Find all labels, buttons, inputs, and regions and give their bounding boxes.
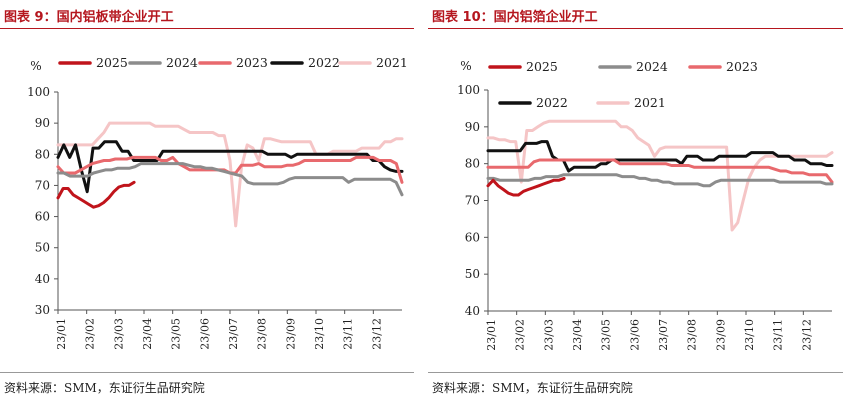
series-line-2021	[56, 121, 404, 228]
x-tick-label: 23/05	[600, 319, 613, 351]
y-tick-label: 100	[27, 85, 50, 99]
plate-strip-line-chart: % 30 40 50 60 70 80 90 100 23/01 23/02 23/03 23/04 23…	[27, 55, 408, 350]
x-tick-label: 23/09	[714, 319, 727, 351]
legend-label-2025: 2025	[526, 59, 558, 74]
foil-line-chart: % 40 50 60 70 80 90 100 23/01 23/02 23/03 23/04 23/0…	[457, 59, 834, 351]
chart-title: 图表 10：国内铝箔企业开工	[432, 10, 598, 25]
x-tick-label: 23/10	[313, 318, 326, 350]
x-tick-label: 23/11	[342, 318, 355, 350]
source-divider	[0, 372, 414, 373]
x-tick-label: 23/04	[141, 318, 154, 350]
x-tick-label: 23/10	[743, 319, 756, 351]
y-tick-label: 50	[35, 241, 50, 255]
x-tick-label: 23/07	[227, 318, 240, 350]
y-tick-label: 70	[465, 194, 480, 208]
x-tick-label: 23/03	[542, 319, 555, 351]
y-tick-label: 100	[457, 83, 480, 97]
series-line-2025	[56, 180, 136, 209]
y-tick-label: 80	[35, 147, 50, 161]
y-axis-unit-label: %	[30, 59, 41, 73]
x-tick-label: 23/06	[198, 318, 211, 350]
x-tick-label: 23/06	[628, 319, 641, 351]
legend-label-2023: 2023	[236, 55, 268, 70]
series-line-2024	[56, 162, 404, 197]
x-tick-label: 23/12	[370, 318, 383, 350]
chart-panel-plate-strip: 图表 9：国内铝板带企业开工 % 30 40 50 60 70 80 90 100 23/01 23…	[0, 0, 420, 403]
source-note: 资料来源：SMM，东证衍生品研究院	[432, 381, 633, 395]
series-line-2022	[486, 140, 834, 173]
legend-label-2022: 2022	[536, 95, 568, 110]
y-tick-label: 50	[465, 267, 480, 281]
legend-label-2024: 2024	[166, 55, 198, 70]
x-tick-label: 23/09	[284, 318, 297, 350]
source-divider	[428, 372, 843, 373]
legend-label-2022: 2022	[308, 55, 340, 70]
legend-label-2021: 2021	[376, 55, 408, 70]
x-tick-label: 23/08	[686, 319, 699, 351]
x-tick-label: 23/11	[772, 319, 785, 351]
source-note: 资料来源：SMM，东证衍生品研究院	[4, 381, 205, 395]
y-tick-label: 80	[465, 157, 480, 171]
legend-label-2025: 2025	[96, 55, 128, 70]
x-tick-label: 23/08	[256, 318, 269, 350]
x-tick-label: 23/05	[170, 318, 183, 350]
series-line-2022	[56, 140, 404, 194]
y-tick-label: 90	[35, 116, 50, 130]
x-tick-label: 23/01	[55, 318, 68, 350]
x-tick-label: 23/07	[657, 319, 670, 351]
series-line-2025	[486, 176, 566, 197]
series-line-2021	[486, 119, 834, 232]
y-tick-label: 60	[465, 230, 480, 244]
chart-title: 图表 9：国内铝板带企业开工	[4, 10, 174, 25]
y-tick-label: 70	[35, 178, 50, 192]
legend-label-2021: 2021	[634, 95, 666, 110]
legend-label-2024: 2024	[636, 59, 668, 74]
y-tick-label: 40	[465, 304, 480, 318]
y-axis-unit-label: %	[460, 59, 471, 73]
legend-label-2023: 2023	[726, 59, 758, 74]
series-line-2024	[486, 173, 834, 188]
series-line-2023	[486, 158, 834, 184]
x-tick-label: 23/01	[485, 319, 498, 351]
x-tick-label: 23/02	[514, 319, 527, 351]
y-tick-label: 30	[35, 303, 50, 317]
x-tick-label: 23/12	[800, 319, 813, 351]
x-tick-label: 23/04	[571, 319, 584, 351]
y-tick-label: 60	[35, 210, 50, 224]
y-tick-label: 90	[465, 120, 480, 134]
title-divider	[428, 28, 843, 29]
chart-panel-foil: 图表 10：国内铝箔企业开工 % 40 50 60 70 80 90 100 23/01 23/0…	[428, 0, 849, 403]
y-tick-label: 40	[35, 272, 50, 286]
x-tick-label: 23/03	[112, 318, 125, 350]
title-divider	[0, 28, 414, 29]
x-tick-label: 23/02	[84, 318, 97, 350]
